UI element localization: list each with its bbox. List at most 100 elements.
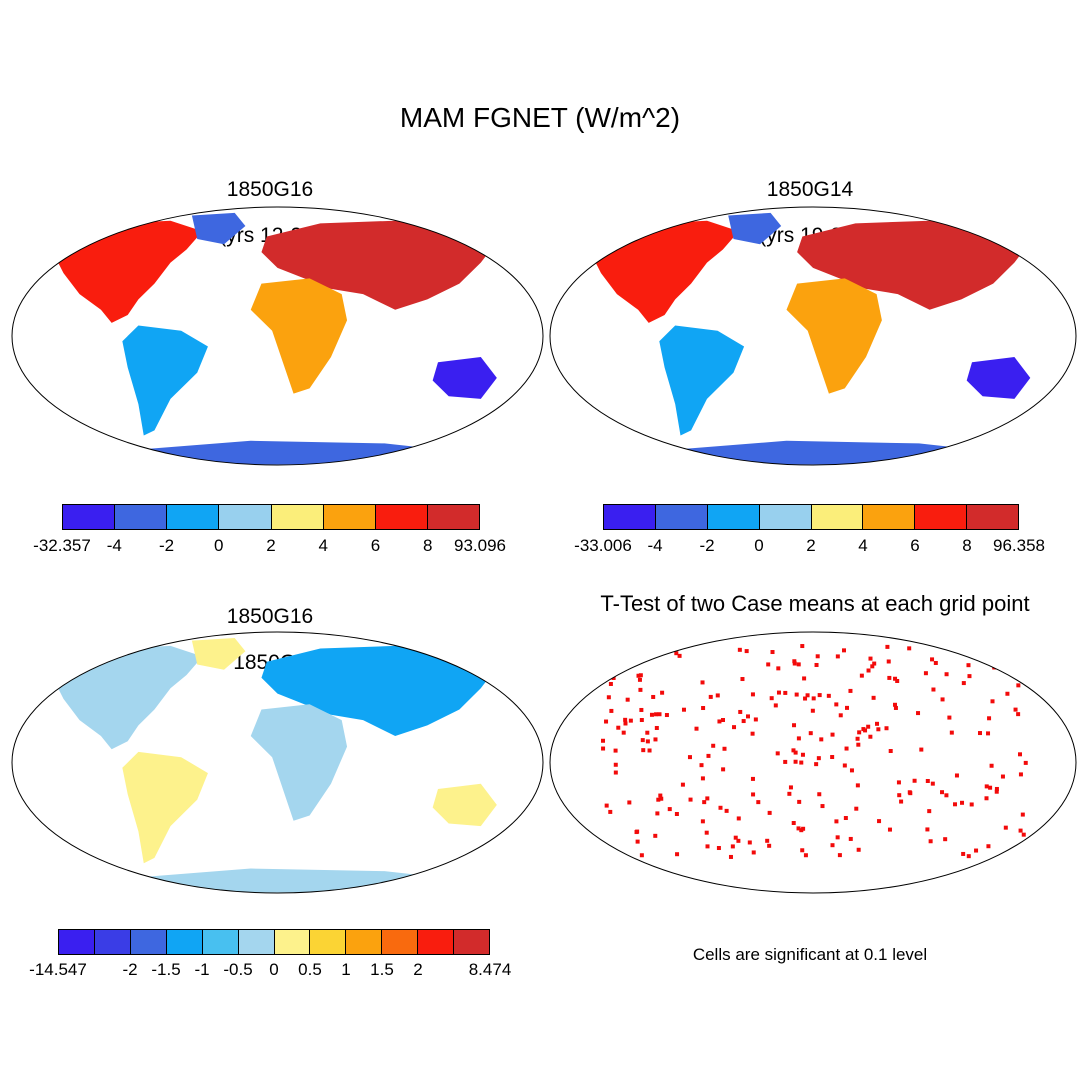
significant-cell: [820, 804, 825, 809]
significant-cell: [655, 811, 660, 816]
significant-cell: [747, 840, 752, 845]
significant-cell: [608, 681, 613, 686]
significant-cell: [606, 695, 611, 700]
continent-antarctica: [654, 441, 1014, 465]
significant-cell: [613, 770, 618, 775]
colorbar-label: -14.547: [29, 960, 87, 979]
significant-cell: [817, 693, 822, 698]
continent-greenland: [192, 213, 245, 244]
significant-cell: [1018, 828, 1023, 833]
significant-cell: [940, 697, 945, 702]
colorbar-label: 0: [754, 536, 764, 555]
significant-cell: [765, 838, 770, 843]
significant-cell: [793, 750, 798, 755]
significant-cell: [680, 782, 685, 787]
colorbar-swatch: [346, 930, 383, 954]
significant-cell: [1020, 812, 1025, 817]
significant-cell: [721, 767, 726, 772]
colorbar-swatch: [202, 930, 239, 954]
significant-cell: [775, 751, 780, 756]
significant-cell: [627, 800, 632, 805]
colorbar-swatch: [427, 505, 479, 529]
significant-cell: [756, 800, 761, 805]
significant-cell: [766, 662, 771, 667]
significant-cell: [854, 806, 859, 811]
significant-cell: [740, 677, 745, 682]
colorbar-label: -2: [122, 960, 138, 979]
significant-cell: [788, 785, 793, 790]
significant-cell: [814, 762, 819, 767]
significant-cell: [787, 791, 792, 796]
significant-cell: [708, 694, 713, 699]
colorbar-swatch: [655, 505, 708, 529]
significant-cell: [986, 731, 991, 736]
significant-cell: [861, 727, 866, 732]
significant-cell: [848, 836, 853, 841]
significant-cell: [857, 730, 862, 735]
significant-cell: [673, 643, 678, 648]
significant-cell: [716, 846, 721, 851]
significant-cell: [888, 749, 893, 754]
map-frame: [549, 206, 1077, 466]
significant-cell: [651, 694, 656, 699]
continent-greenland: [728, 213, 781, 244]
colorbar-swatch: [59, 930, 95, 954]
panel-3-title-line-1: 1850G16: [226, 605, 314, 628]
significant-cell: [640, 738, 645, 743]
colorbar-labels-panel-2: -33.006 -4 -2 0 2 4 6 8 96.358: [574, 536, 1045, 558]
significant-cell: [706, 753, 711, 758]
significant-cell: [994, 786, 999, 791]
significant-cell: [773, 703, 778, 708]
colorbar-label: 2: [413, 960, 423, 979]
significant-cell: [722, 746, 727, 751]
colorbar-swatch: [759, 505, 812, 529]
significant-cell: [953, 802, 958, 807]
continent-australia: [433, 357, 497, 399]
significant-cell: [699, 763, 704, 768]
colorbar-label: 8: [962, 536, 972, 555]
significant-cell: [875, 721, 880, 726]
continent-greenland: [192, 638, 245, 670]
colorbar-label: 0: [214, 536, 224, 555]
significant-cell: [793, 759, 798, 764]
significant-cell: [688, 797, 693, 802]
significant-cell: [803, 853, 808, 858]
significant-cell: [933, 660, 938, 665]
colorbar-labels-panel-3: -14.547 -2 -1.5 -1 -0.5 0 0.5 1 1.5 2 8.474: [29, 960, 511, 982]
significant-cell: [923, 671, 928, 676]
continent-southAmerica: [122, 752, 208, 863]
significant-cell: [842, 648, 847, 653]
colorbar-swatch: [238, 930, 275, 954]
significant-cell: [944, 672, 949, 677]
significant-cell: [715, 693, 720, 698]
continent-northAmerica: [53, 646, 203, 749]
significant-cell: [1003, 825, 1008, 830]
significant-cell: [896, 780, 901, 785]
significant-cell: [801, 826, 806, 831]
colorbar-panel-2: [603, 504, 1019, 530]
significant-cell: [961, 851, 966, 856]
colorbar-label: 0: [269, 960, 279, 979]
significant-cell: [608, 809, 613, 814]
map-panel-4: [549, 631, 1077, 894]
significant-cell: [732, 725, 737, 730]
colorbar-swatch: [915, 505, 968, 529]
significant-cell: [704, 830, 709, 835]
panel-2-title-line-1: 1850G14: [766, 178, 854, 201]
significant-cell: [634, 830, 639, 835]
significant-cell: [649, 712, 654, 717]
significant-cell: [736, 838, 741, 843]
significant-cell: [919, 747, 924, 752]
continent-antarctica: [654, 869, 1014, 893]
significant-cell: [654, 712, 659, 717]
significant-cell: [674, 651, 679, 656]
significant-cell: [940, 790, 945, 795]
colorbar-label: 4: [858, 536, 868, 555]
significant-cell: [830, 732, 835, 737]
significant-cell: [842, 763, 847, 768]
significant-cell: [928, 839, 933, 844]
significant-cell: [848, 688, 853, 693]
significant-cell: [954, 773, 959, 778]
colorbar-label: -1.5: [151, 960, 181, 979]
significant-cell: [664, 713, 669, 718]
